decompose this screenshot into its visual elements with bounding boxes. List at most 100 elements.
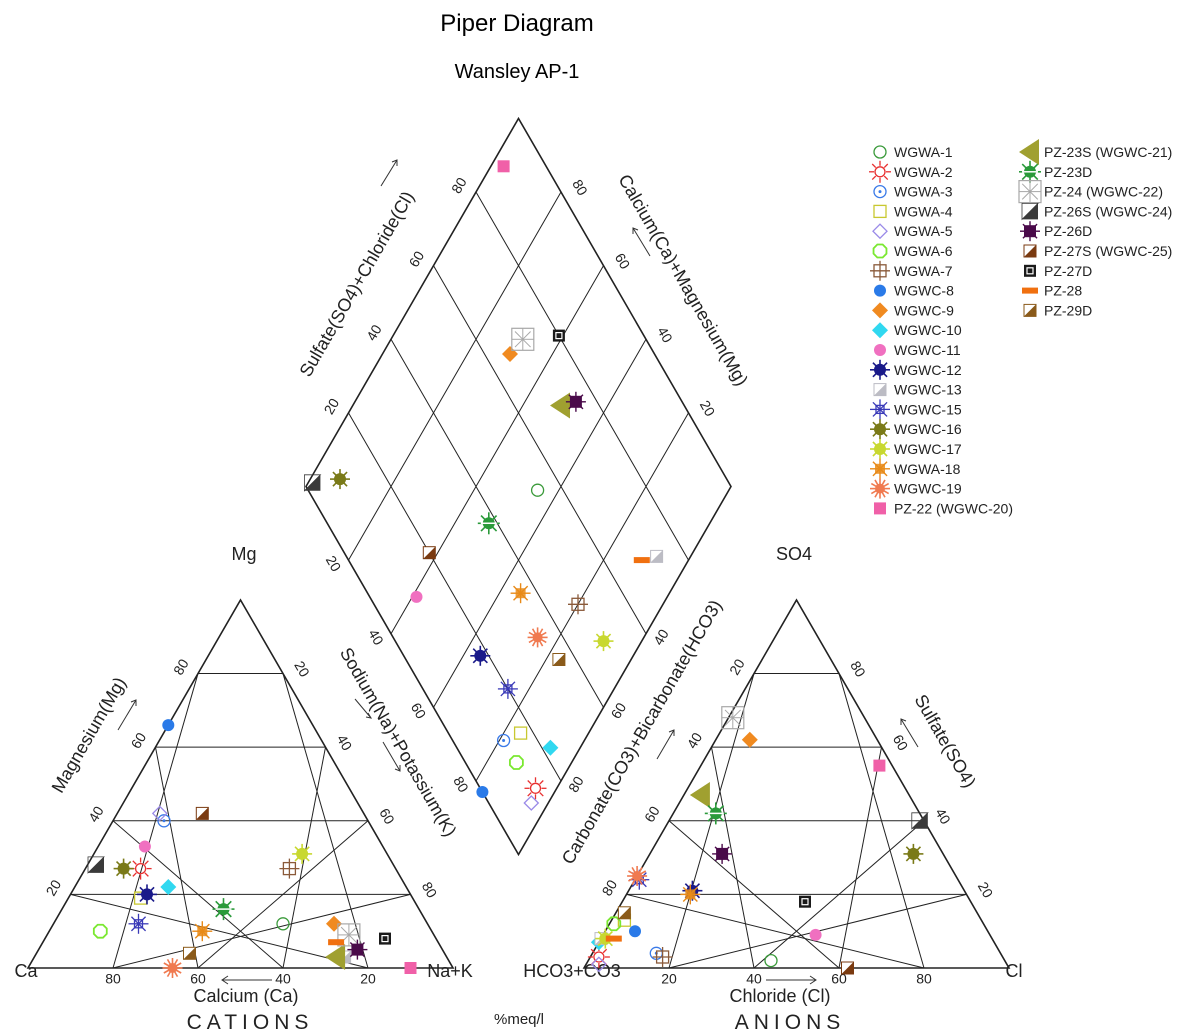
sample-wgwc-17-cation-point (292, 843, 313, 864)
sample-pz-24-wgwc-22-diamond-point (511, 327, 535, 351)
anion-triangle (582, 598, 1011, 969)
sample-pz-26d-anion-point (712, 843, 733, 864)
diamond-lower-right-tick: 80 (565, 773, 587, 795)
diamond-upper-right-tick: 60 (612, 250, 634, 272)
chloride-axis-label: Chloride (Cl) (729, 986, 830, 1006)
legend-wgwa-3-label: WGWA-3 (894, 184, 953, 200)
data-points (87, 160, 929, 978)
legend-wgwc-8: WGWC-8 (874, 283, 954, 299)
legend-wgwc-16-label: WGWC-16 (894, 421, 962, 437)
anion-right-tick: 20 (975, 879, 997, 901)
legend-wgwa-18-label: WGWA-18 (894, 461, 961, 477)
legend-pz-22-wgwc-20-marker (874, 502, 886, 515)
sample-wgwc-8-anion-point (629, 925, 641, 938)
cation-corner-ca: Ca (14, 961, 38, 981)
anion-corner-hco3: HCO3+CO3 (523, 961, 621, 981)
cation-left-tick: 60 (128, 730, 150, 752)
sample-pz-29d-diamond-point (552, 653, 566, 666)
sample-wgwa-3-cation-point (157, 814, 171, 828)
legend-pz-27s-wgwc-25-label: PZ-27S (WGWC-25) (1044, 243, 1172, 259)
sample-pz-29d-cation-point (183, 946, 196, 960)
legend-pz-27s-wgwc-25-marker (1023, 244, 1037, 258)
legend-wgwc-16: WGWC-16 (870, 419, 962, 440)
diamond-lower-left-tick: 80 (450, 774, 472, 796)
legend-wgwc-10-label: WGWC-10 (894, 322, 962, 338)
legend-wgwa-2-marker (869, 160, 891, 183)
cation-right-tick: 60 (376, 805, 398, 827)
sample-pz-23d-cation-point (212, 898, 235, 921)
sulfate-axis-label: Sulfate(SO4) (911, 691, 980, 791)
sample-wgwc-9-anion-point (741, 731, 758, 748)
cation-right-tick: 80 (419, 879, 441, 901)
anion-bottom-tick: 80 (916, 971, 932, 987)
sample-pz-27s-wgwc-25-anion-point (841, 961, 854, 975)
sample-pz-26s-wgwc-24-anion-point (911, 812, 929, 830)
sample-wgwc-10-diamond-point (542, 739, 559, 756)
legend-wgwc-8-label: WGWC-8 (894, 283, 954, 299)
legend-pz-26s-wgwc-24-marker (1021, 202, 1039, 221)
legend-wgwc-9-label: WGWC-9 (894, 302, 954, 318)
legend-pz-23s-wgwc-21-marker (1019, 139, 1039, 165)
sample-wgwa-2-diamond-point (524, 777, 547, 800)
sample-pz-26d-diamond-point (565, 391, 586, 412)
anion-left-tick: 40 (684, 730, 706, 752)
legend-wgwa-5-label: WGWA-5 (894, 223, 953, 239)
legend-wgwc-19: WGWC-19 (870, 478, 962, 499)
legend-pz-26s-wgwc-24: PZ-26S (WGWC-24) (1021, 202, 1172, 221)
sample-wgwa-18-anion-point (680, 884, 701, 905)
legend-wgwa-3-marker (873, 184, 887, 199)
sample-wgwa-6-diamond-point (509, 755, 524, 770)
cation-right-tick: 20 (291, 658, 313, 680)
legend-wgwa-3: WGWA-3 (873, 184, 953, 200)
legend-wgwc-12-label: WGWC-12 (894, 362, 962, 378)
legend-wgwc-13-marker (873, 383, 887, 397)
legend-wgwa-4: WGWA-4 (873, 203, 953, 219)
legend-wgwc-11-label: WGWC-11 (894, 342, 961, 358)
diamond-upper-right-tick: 40 (654, 324, 676, 346)
sample-pz-27s-wgwc-25-cation-point (195, 806, 209, 820)
cation-bottom-tick: 40 (275, 971, 291, 987)
legend-pz-23d: PZ-23D (1019, 160, 1092, 183)
diamond-upper-right-tick: 80 (569, 177, 591, 199)
legend-wgwc-12: WGWC-12 (870, 359, 962, 380)
sample-pz-23s-wgwc-21-diamond-point (550, 392, 570, 419)
sample-wgwa-6-cation-point (92, 923, 108, 939)
legend-wgwc-17-label: WGWC-17 (894, 441, 962, 457)
legend-pz-27d-label: PZ-27D (1044, 263, 1092, 279)
sample-pz-27d-anion-point (799, 895, 811, 908)
legend-pz-23s-wgwc-21-label: PZ-23S (WGWC-21) (1044, 144, 1172, 160)
diamond-lower-right-tick: 40 (650, 626, 672, 648)
legend-pz-29d: PZ-29D (1023, 302, 1092, 318)
sample-wgwc-16-cation-point (113, 858, 134, 879)
sample-pz-23s-wgwc-21-cation-point (325, 944, 346, 970)
magnesium-axis-label: Magnesium(Mg) (48, 674, 130, 797)
sample-wgwc-11-cation-point (138, 840, 151, 853)
legend-wgwc-11: WGWC-11 (874, 342, 961, 358)
cation-triangle (26, 598, 455, 969)
sample-pz-29d-anion-point (617, 906, 631, 920)
cation-bottom-tick: 20 (360, 971, 376, 987)
diamond-upper-left-tick: 80 (448, 174, 470, 196)
legend-pz-27s-wgwc-25: PZ-27S (WGWC-25) (1023, 243, 1172, 259)
sample-pz-22-wgwc-20-anion-point (873, 759, 886, 772)
diamond-upper-left-tick: 40 (363, 322, 385, 344)
legend-wgwa-6: WGWA-6 (872, 243, 953, 259)
legend-wgwa-18: WGWA-18 (870, 458, 961, 479)
legend-pz-27d-marker (1024, 264, 1036, 277)
legend-pz-22-wgwc-20-label: PZ-22 (WGWC-20) (894, 500, 1013, 516)
sample-wgwc-16-diamond-point (330, 469, 350, 490)
legend-wgwc-13-label: WGWC-13 (894, 382, 962, 398)
legend-pz-24-wgwc-22-label: PZ-24 (WGWC-22) (1044, 184, 1163, 200)
diamond-lower-left-tick: 20 (323, 553, 345, 575)
sample-wgwc-13-diamond-point (650, 549, 664, 563)
legend-wgwc-15-label: WGWC-15 (894, 401, 962, 417)
legend-pz-26d-marker (1020, 221, 1040, 242)
anion-right-tick: 80 (847, 658, 869, 680)
sample-wgwc-8-diamond-point (476, 786, 489, 798)
sample-pz-26d-cation-point (347, 939, 368, 960)
legend-pz-27d: PZ-27D (1024, 263, 1092, 279)
sample-pz-26s-wgwc-24-diamond-point (303, 474, 322, 492)
anion-corner-cl: Cl (1006, 961, 1023, 981)
sample-wgwa-1-anion-point (764, 953, 778, 968)
anions-section-label: ANIONS (735, 1011, 846, 1034)
